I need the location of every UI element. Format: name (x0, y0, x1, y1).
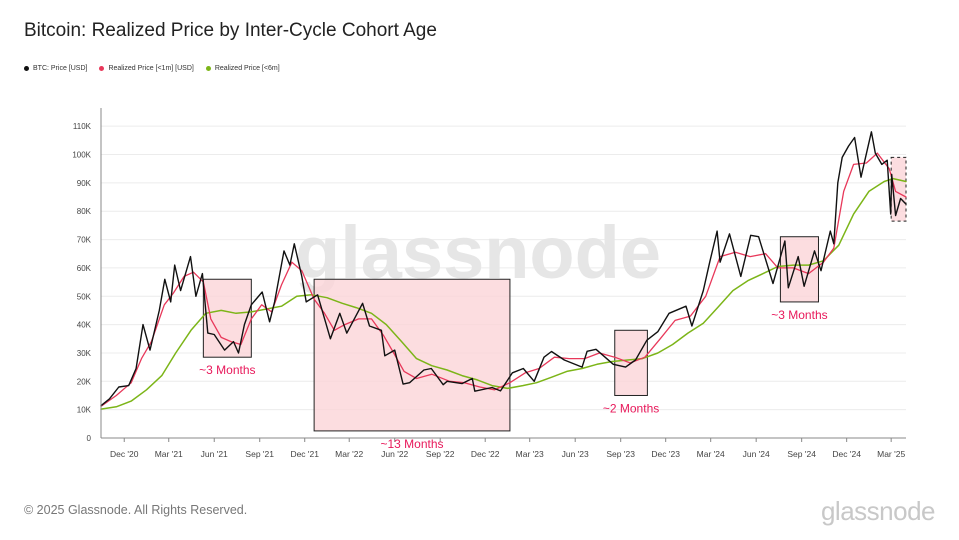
series-layer (100, 131, 907, 410)
x-tick-label: Dec '22 (471, 449, 500, 459)
x-tick-label: Dec '20 (110, 449, 139, 459)
x-tick-label: Dec '23 (651, 449, 680, 459)
annotation-label: ~3 Months (771, 308, 827, 322)
y-tick-label: 70K (77, 236, 92, 245)
annotation-box (779, 236, 819, 303)
legend-label-price: BTC: Price [USD] (33, 65, 88, 72)
x-tick-label: Jun '24 (743, 449, 770, 459)
y-tick-label: 110K (73, 122, 92, 131)
x-tick-label: Mar '25 (877, 449, 905, 459)
annotation-box (202, 278, 252, 358)
annotation-label: ~3 Months (199, 363, 255, 377)
legend-item-rp6m[interactable]: Realized Price [<6m] (205, 65, 280, 72)
legend-item-rp1m[interactable]: Realized Price [<1m] [USD] (99, 65, 194, 72)
legend-label-rp1m: Realized Price [<1m] [USD] (108, 65, 194, 72)
axis-layer: 0 10K 20K 30K 40K 50K 60K 70K 80K 90K 100K 110K Dec … (72, 108, 906, 459)
x-tick-label: Jun '21 (201, 449, 228, 459)
legend-dot-rp6m (205, 66, 211, 71)
x-tick-label: Sep '23 (606, 449, 635, 459)
x-tick-label: Dec '21 (290, 449, 319, 459)
x-tick-label: Mar '23 (516, 449, 544, 459)
legend-dot-rp1m (99, 66, 105, 71)
x-tick-label: Sep '22 (426, 449, 455, 459)
y-tick-label: 100K (72, 151, 91, 160)
brand-logo: glassnode (820, 496, 936, 526)
x-tick-label: Dec '24 (832, 449, 861, 459)
legend-item-price[interactable]: BTC: Price [USD] (24, 65, 87, 72)
legend: BTC: Price [USD] Realized Price [<1m] [U… (24, 65, 280, 72)
series-line-btc-price (100, 131, 907, 407)
x-tick-label: Sep '21 (245, 449, 274, 459)
y-tick-label: 30K (77, 349, 92, 358)
y-tick-label: 60K (77, 264, 92, 273)
y-tick-label: 40K (77, 321, 92, 330)
y-tick-label: 20K (77, 377, 92, 386)
y-tick-label: 0 (87, 434, 92, 443)
x-tick-label: Jun '23 (562, 449, 589, 459)
legend-label-rp6m: Realized Price [<6m] (214, 65, 280, 72)
x-tick-label: Mar '21 (155, 449, 183, 459)
copyright-text: © 2025 Glassnode. All Rights Reserved. (24, 503, 248, 517)
x-tick-label: Jun '22 (381, 449, 408, 459)
x-tick-label: Mar '22 (335, 449, 363, 459)
x-tick-label: Sep '24 (787, 449, 816, 459)
y-tick-label: 90K (77, 179, 92, 188)
x-tick-label: Mar '24 (697, 449, 725, 459)
y-tick-label: 80K (77, 207, 92, 216)
legend-dot-price (24, 66, 29, 71)
annotation-boxes (202, 156, 907, 432)
annotation-labels: ~3 Months ~13 Months ~2 Months ~3 Months (199, 308, 827, 451)
y-tick-label: 10K (77, 406, 92, 415)
annotation-label: ~2 Months (603, 401, 659, 415)
y-tick-label: 50K (77, 292, 92, 301)
chart-title: Bitcoin: Realized Price by Inter-Cycle C… (24, 20, 437, 41)
annotation-box (313, 278, 511, 432)
annotation-label: ~13 Months (380, 437, 443, 451)
